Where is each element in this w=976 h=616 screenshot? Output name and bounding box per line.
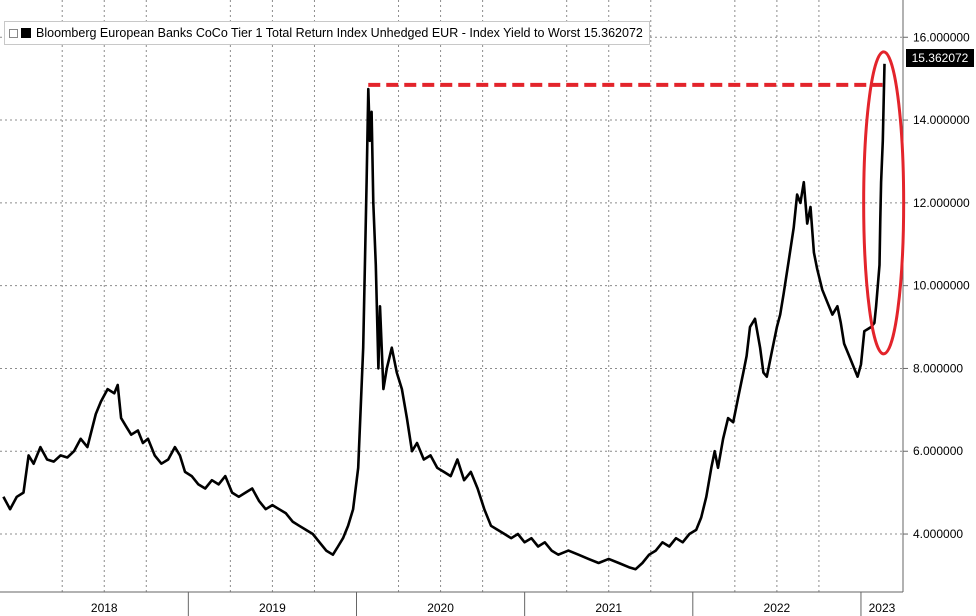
highlight-ellipse bbox=[862, 50, 906, 356]
axes bbox=[0, 0, 904, 593]
x-tick-label: 2018 bbox=[91, 601, 118, 615]
y-tick-label: 12.000000 bbox=[913, 196, 970, 210]
y-tick-label: 16.000000 bbox=[913, 30, 970, 44]
x-tick-label: 2020 bbox=[427, 601, 454, 615]
gridlines bbox=[0, 0, 903, 592]
legend-label: Bloomberg European Banks CoCo Tier 1 Tot… bbox=[36, 26, 643, 40]
series-line bbox=[2, 63, 886, 571]
series-layer bbox=[2, 63, 886, 571]
last-value-label: 15.362072 bbox=[906, 49, 974, 67]
y-tick-label: 8.000000 bbox=[913, 361, 963, 375]
x-tick-label: 2022 bbox=[764, 601, 791, 615]
x-axis-ticks: 2018 2019 2020 2021 2022 2023 bbox=[91, 592, 896, 616]
x-tick-label: 2023 bbox=[869, 601, 896, 615]
y-tick-label: 6.000000 bbox=[913, 444, 963, 458]
y-axis-ticks: 4.000000 6.000000 8.000000 10.000000 12.0000… bbox=[903, 30, 970, 541]
x-tick-label: 2021 bbox=[595, 601, 622, 615]
legend-swatch bbox=[21, 28, 31, 38]
y-tick-label: 14.000000 bbox=[913, 113, 970, 127]
legend-toggle-icon[interactable] bbox=[9, 28, 18, 38]
y-tick-label: 10.000000 bbox=[913, 279, 970, 293]
annotations-layer bbox=[368, 50, 906, 356]
legend: Bloomberg European Banks CoCo Tier 1 Tot… bbox=[4, 21, 650, 45]
x-tick-label: 2019 bbox=[259, 601, 286, 615]
y-tick-label: 4.000000 bbox=[913, 527, 963, 541]
